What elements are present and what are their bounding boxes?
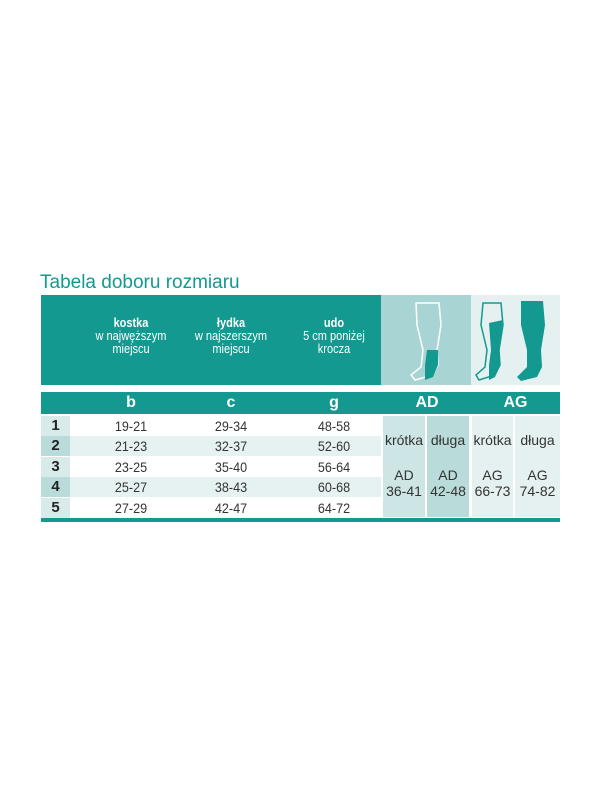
size-number: 2 bbox=[41, 436, 70, 457]
leg-ag-icon bbox=[475, 301, 545, 381]
length-range: 42-48 bbox=[430, 483, 466, 499]
ad-stocking-illustration bbox=[381, 295, 471, 385]
table-row: 4 25-27 38-43 60-68 bbox=[41, 477, 381, 498]
cell-c: 38-43 bbox=[214, 479, 248, 496]
col-desc: w najszerszym bbox=[194, 329, 268, 343]
cell-b: 23-25 bbox=[114, 458, 148, 475]
size-number: 1 bbox=[41, 416, 70, 436]
col-desc: w najwęższym bbox=[95, 329, 167, 343]
cell-c: 42-47 bbox=[214, 499, 248, 516]
letter-band: b c g AD AG bbox=[41, 392, 560, 414]
leg-ad-icon bbox=[409, 302, 442, 381]
length-range: 74-82 bbox=[519, 483, 556, 499]
col-name: łydka bbox=[216, 316, 246, 330]
length-cell: długa AD 42-48 bbox=[427, 416, 469, 517]
length-code: AG bbox=[527, 467, 548, 483]
col-desc: miejscu bbox=[212, 342, 250, 356]
col-desc: miejscu bbox=[112, 342, 150, 356]
group-ad: AD bbox=[415, 394, 439, 411]
table-row: 2 21-23 32-37 52-60 bbox=[41, 436, 381, 457]
ag-stocking-illustration bbox=[471, 295, 560, 385]
header-lydka: łydka w najszerszym miejscu bbox=[187, 317, 275, 356]
length-range: 66-73 bbox=[474, 483, 511, 499]
cell-g: 64-72 bbox=[317, 499, 351, 516]
length-range: 36-41 bbox=[386, 483, 422, 499]
cell-b: 19-21 bbox=[114, 418, 148, 434]
col-letter: b bbox=[126, 394, 136, 411]
col-name: kostka bbox=[113, 316, 149, 330]
size-number: 4 bbox=[41, 477, 70, 498]
length-cell: długa AG 74-82 bbox=[515, 416, 560, 517]
cell-g: 56-64 bbox=[317, 458, 351, 475]
length-code: AD bbox=[438, 467, 458, 483]
col-desc: krocza bbox=[317, 342, 351, 356]
table-row: 3 23-25 35-40 56-64 bbox=[41, 456, 381, 477]
length-cell: krótka AD 36-41 bbox=[383, 416, 425, 517]
page-title: Tabela doboru rozmiaru bbox=[40, 272, 240, 293]
length-label: długa bbox=[430, 432, 466, 448]
table-row: 1 19-21 29-34 48-58 bbox=[41, 416, 381, 436]
col-letter: g bbox=[329, 394, 339, 411]
length-cell: krótka AG 66-73 bbox=[472, 416, 513, 517]
cell-c: 32-37 bbox=[214, 438, 248, 455]
length-label: krótka bbox=[473, 432, 512, 448]
cell-g: 48-58 bbox=[317, 418, 351, 434]
col-desc: 5 cm poniżej bbox=[303, 329, 365, 343]
table-row: 5 27-29 42-47 64-72 bbox=[41, 497, 381, 518]
cell-c: 35-40 bbox=[214, 458, 248, 475]
length-code: AG bbox=[482, 467, 503, 483]
bottom-rule bbox=[41, 518, 560, 522]
size-number: 5 bbox=[41, 497, 70, 518]
cell-b: 21-23 bbox=[114, 438, 148, 455]
cell-g: 52-60 bbox=[317, 438, 351, 455]
cell-b: 25-27 bbox=[114, 479, 148, 496]
cell-b: 27-29 bbox=[114, 499, 148, 516]
cell-g: 60-68 bbox=[317, 479, 351, 496]
size-number: 3 bbox=[41, 456, 70, 477]
length-label: długa bbox=[520, 432, 555, 448]
length-label: krótka bbox=[384, 432, 424, 448]
col-letter: c bbox=[226, 394, 236, 411]
cell-c: 29-34 bbox=[214, 418, 248, 434]
header-udo: udo 5 cm poniżej krocza bbox=[290, 317, 378, 356]
measurement-header: kostka w najwęższym miejscu łydka w najszer… bbox=[41, 295, 381, 385]
col-name: udo bbox=[323, 316, 345, 330]
group-ag: AG bbox=[503, 394, 528, 411]
header-kostka: kostka w najwęższym miejscu bbox=[87, 317, 175, 356]
length-code: AD bbox=[394, 467, 414, 483]
